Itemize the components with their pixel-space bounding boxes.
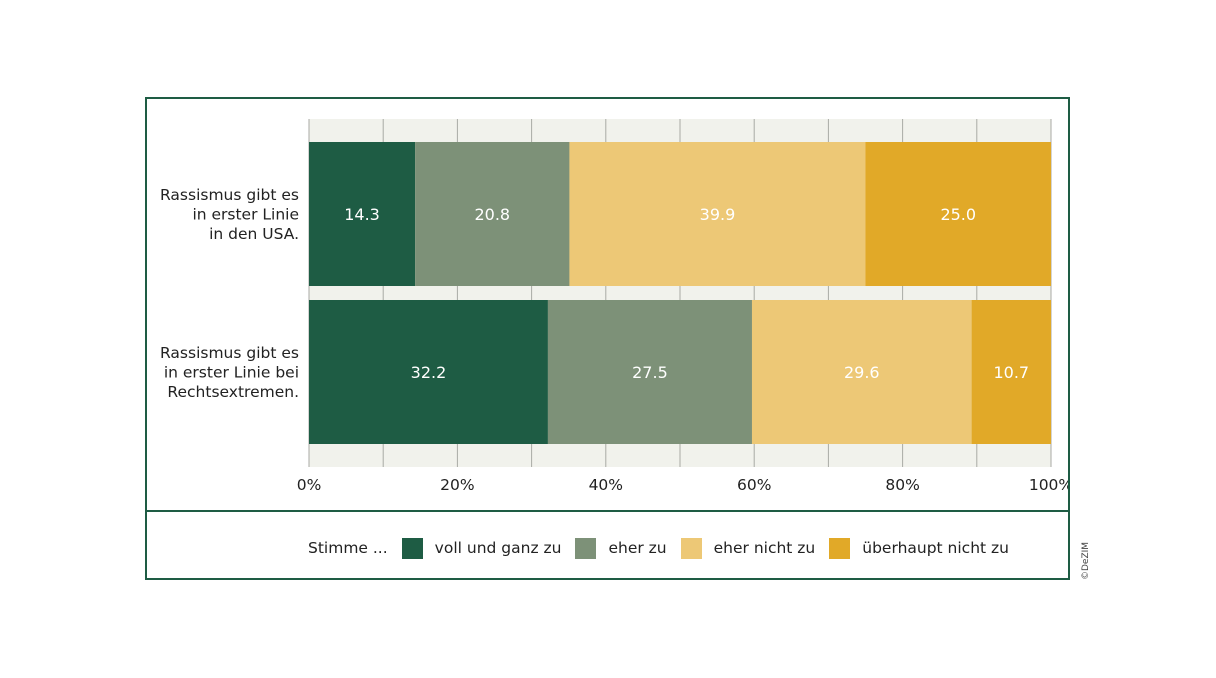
- bar-value-label: 27.5: [632, 363, 668, 382]
- legend-item: voll und ganz zu: [401, 537, 562, 559]
- legend-item: eher zu: [575, 537, 667, 559]
- legend-label: überhaupt nicht zu: [862, 539, 1009, 557]
- x-tick-label: 60%: [737, 476, 771, 494]
- legend-label: eher nicht zu: [713, 539, 816, 557]
- bar-segment: [971, 300, 1051, 444]
- legend-title: Stimme ...: [308, 539, 388, 557]
- bar-segment: [865, 142, 1051, 286]
- legend-label: voll und ganz zu: [434, 539, 562, 557]
- legend-swatch: [401, 537, 423, 559]
- bar-segment: [547, 300, 752, 444]
- bar-value-label: 10.7: [993, 363, 1029, 382]
- legend-swatch: [680, 537, 702, 559]
- legend-swatch: [575, 537, 597, 559]
- bar-segment: [751, 300, 972, 444]
- legend-divider: [147, 510, 1068, 512]
- bar-segment: [309, 142, 416, 286]
- x-tick-label: 40%: [589, 476, 623, 494]
- bar-value-label: 32.2: [411, 363, 447, 382]
- bar-value-label: 14.3: [344, 205, 380, 224]
- x-tick-label: 20%: [440, 476, 474, 494]
- x-tick-label: 100%: [1029, 476, 1068, 494]
- category-label: Rassismus gibt es in erster Linie bei Rech…: [160, 344, 299, 401]
- credit-text: ©DeZIM: [1081, 541, 1091, 580]
- x-tick-label: 0%: [297, 476, 322, 494]
- legend-label: eher zu: [608, 539, 667, 557]
- legend: Stimme ... voll und ganz zu eher zu eher n…: [308, 537, 1023, 559]
- legend-swatch: [829, 537, 851, 559]
- bar-segment: [309, 300, 548, 444]
- bar-value-label: 39.9: [700, 205, 736, 224]
- category-label: Rassismus gibt es in erster Linie in den U…: [160, 186, 299, 243]
- bar-value-label: 20.8: [474, 205, 510, 224]
- legend-item: eher nicht zu: [680, 537, 816, 559]
- legend-item: überhaupt nicht zu: [829, 537, 1009, 559]
- x-tick-label: 80%: [885, 476, 919, 494]
- bar-segment: [415, 142, 570, 286]
- bar-value-label: 29.6: [844, 363, 880, 382]
- bar-segment: [569, 142, 866, 286]
- bar-value-label: 25.0: [940, 205, 976, 224]
